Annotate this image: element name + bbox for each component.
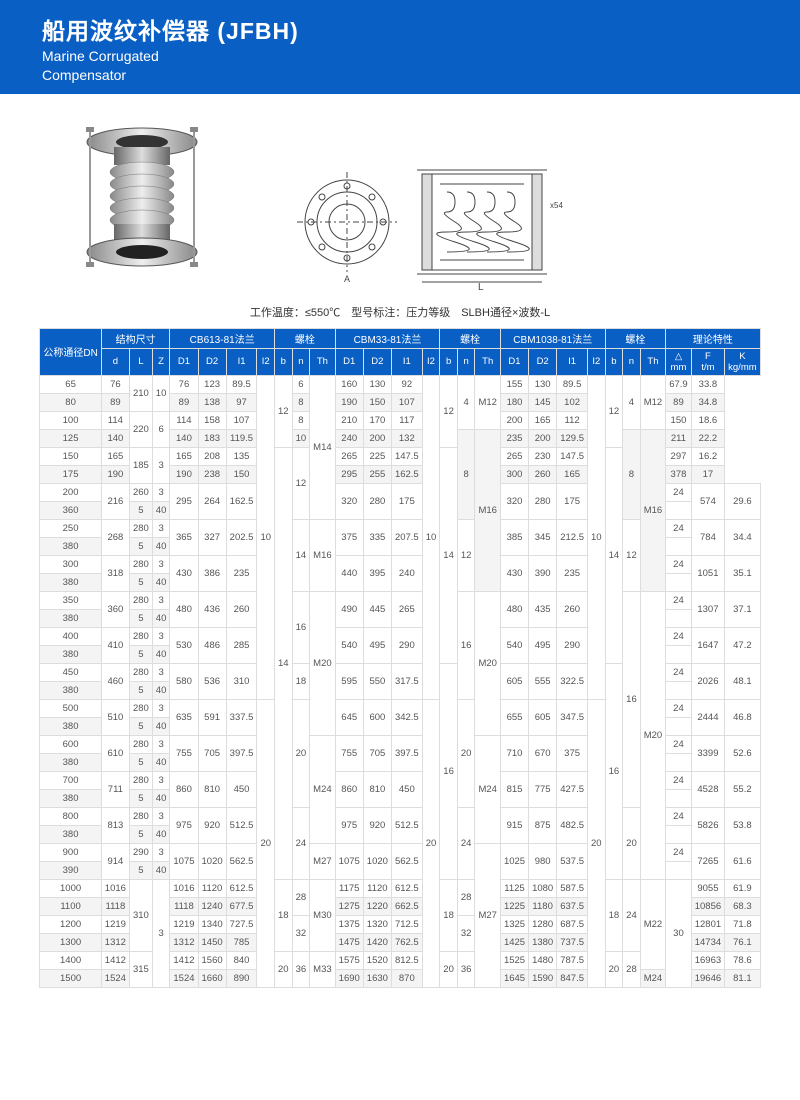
spec-table: 公称通径DN 结构尺寸 CB613-81法兰 螺栓 CBM33-81法兰 螺栓 … <box>39 328 760 988</box>
subtitle-2: Compensator <box>42 67 758 84</box>
table-row: 10001016310310161120612.51828M3011751120… <box>40 879 760 897</box>
table-row: 350360280348043626016M2049044526516M2048… <box>40 591 760 609</box>
table-row: 6576210107612389.510126M141601309210124M… <box>40 375 760 393</box>
spec-note: 工作温度：≤550℃ 型号标注：压力等级 SLBH通径×波数-L <box>0 304 800 320</box>
technical-drawing: A L x54 <box>292 152 572 292</box>
svg-text:x54: x54 <box>550 201 563 210</box>
svg-text:L: L <box>478 282 484 292</box>
page-title: 船用波纹补偿器 (JFBH) <box>42 12 758 46</box>
subtitle-1: Marine Corrugated <box>42 48 758 65</box>
product-photo <box>42 112 242 292</box>
header-row-1: 公称通径DN 结构尺寸 CB613-81法兰 螺栓 CBM33-81法兰 螺栓 … <box>40 328 760 348</box>
svg-text:A: A <box>344 274 350 284</box>
header-banner: 船用波纹补偿器 (JFBH) Marine Corrugated Compens… <box>0 0 800 94</box>
header-row-2: dLZD1D2I1I2bnThD1D2I1I2bnThD1D2I1I2bnTh△… <box>40 348 760 375</box>
